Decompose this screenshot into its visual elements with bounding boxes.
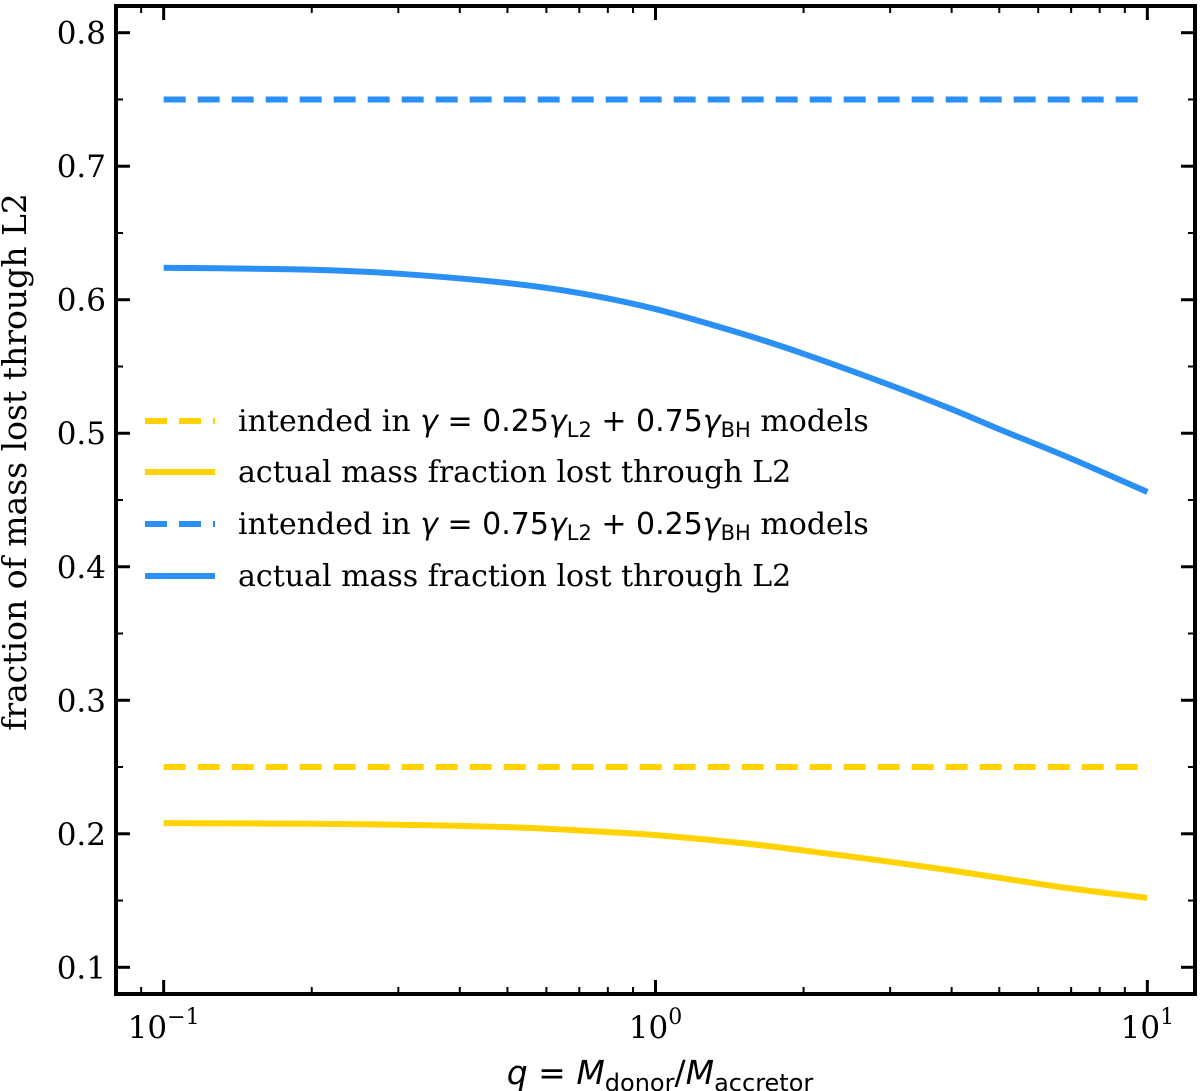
legend-label-yellow-dashed: intended in γ = 0.25γL2 + 0.75γBH models — [238, 404, 869, 442]
x-axis-label: q = Mdonor/Maccretor — [507, 1053, 814, 1091]
series-line-yellow-solid — [163, 820, 1148, 901]
x-tick-label: 100 — [629, 1005, 682, 1046]
y-tick-label: 0.8 — [57, 16, 106, 52]
x-tick-label: 10−1 — [128, 1005, 200, 1046]
y-tick-label: 0.5 — [57, 416, 106, 452]
y-tick-label: 0.2 — [57, 817, 106, 853]
series-line-blue-solid — [163, 264, 1149, 495]
axis-ticks: 0.1 0.2 0.3 0.4 0.5 0.6 0.7 0.8 10−1 100 101 — [57, 6, 1195, 1046]
y-axis-label: fraction of mass lost through L2 — [0, 193, 34, 731]
y-tick-label: 0.1 — [57, 950, 106, 986]
y-tick-label: 0.3 — [57, 683, 106, 719]
legend-label-blue-dashed: intended in γ = 0.75γL2 + 0.25γBH models — [238, 507, 869, 545]
legend-label-yellow-solid: actual mass fraction lost through L2 — [238, 455, 791, 490]
y-tick-label: 0.6 — [57, 283, 106, 319]
y-tick-label: 0.4 — [57, 550, 106, 586]
plot-frame — [114, 4, 1197, 996]
plot-lines — [163, 96, 1149, 901]
legend: intended in γ = 0.25γL2 + 0.75γBH models… — [145, 404, 869, 594]
y-tick-label: 0.7 — [57, 149, 106, 185]
x-tick-label: 101 — [1121, 1005, 1174, 1046]
legend-label-blue-solid: actual mass fraction lost through L2 — [238, 559, 791, 594]
